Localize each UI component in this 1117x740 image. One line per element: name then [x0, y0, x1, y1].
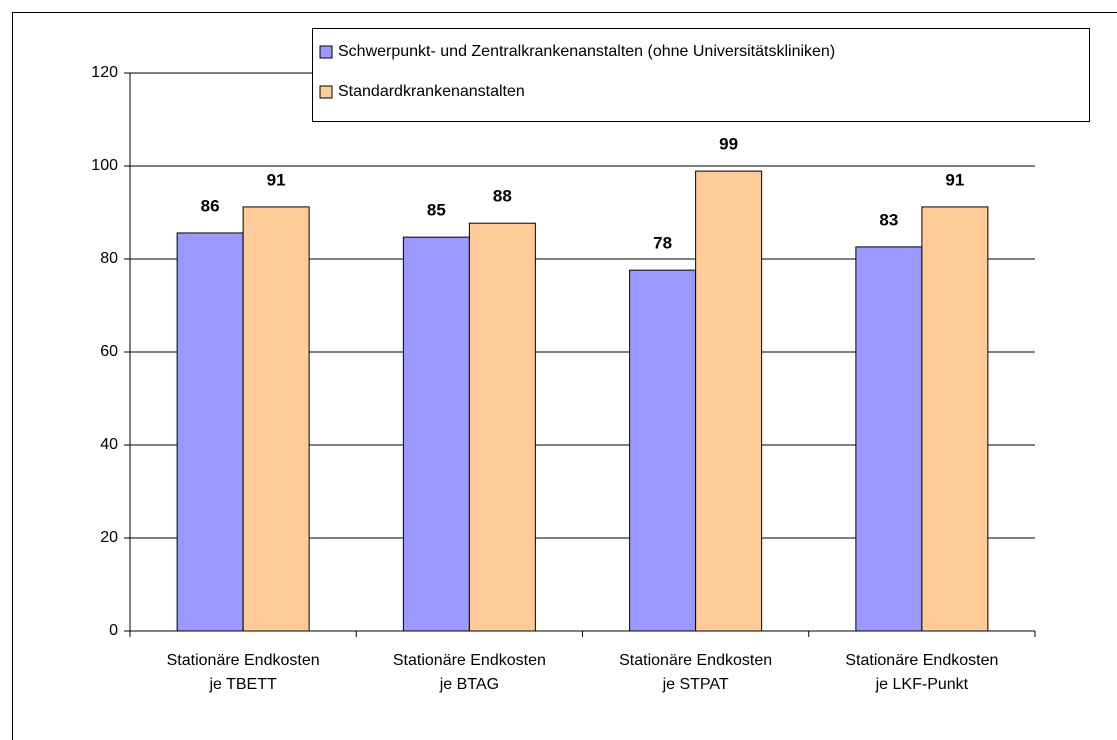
y-tick-label: 40	[100, 436, 118, 453]
data-label: 83	[879, 210, 898, 229]
y-tick-label: 80	[100, 250, 118, 267]
bar	[855, 246, 923, 632]
x-tick-label: Stationäre Endkosten	[167, 652, 320, 669]
y-tick-label: 100	[91, 157, 118, 174]
bar	[921, 206, 989, 632]
y-tick-label: 120	[91, 64, 118, 81]
legend-swatch	[319, 85, 333, 99]
x-tick-label: je TBETT	[208, 676, 277, 693]
bar	[629, 269, 697, 632]
x-tick-label: je BTAG	[439, 676, 499, 693]
y-tick-label: 20	[100, 529, 118, 546]
bar	[242, 206, 310, 632]
data-label: 91	[945, 170, 964, 189]
data-label: 85	[427, 201, 446, 220]
y-tick-label: 0	[109, 622, 118, 639]
bar	[468, 222, 536, 632]
bar	[176, 232, 244, 632]
x-tick-label: Stationäre Endkosten	[845, 652, 998, 669]
x-tick-label: Stationäre Endkosten	[393, 652, 546, 669]
y-tick-label: 60	[100, 343, 118, 360]
data-label: 88	[493, 187, 512, 206]
bar	[402, 236, 470, 632]
x-tick-label: je LKF-Punkt	[875, 676, 969, 693]
x-tick-label: je STPAT	[662, 676, 729, 693]
data-label: 86	[201, 196, 220, 215]
x-tick-label: Stationäre Endkosten	[619, 652, 772, 669]
data-label: 99	[719, 135, 738, 154]
legend-swatch	[319, 45, 333, 59]
data-label: 91	[267, 170, 286, 189]
bar	[695, 170, 763, 632]
legend-label: Schwerpunkt- und Zentralkrankenanstalten…	[338, 43, 835, 60]
legend-label: Standardkrankenanstalten	[338, 83, 525, 100]
legend-box	[312, 28, 1090, 122]
data-label: 78	[653, 234, 672, 253]
